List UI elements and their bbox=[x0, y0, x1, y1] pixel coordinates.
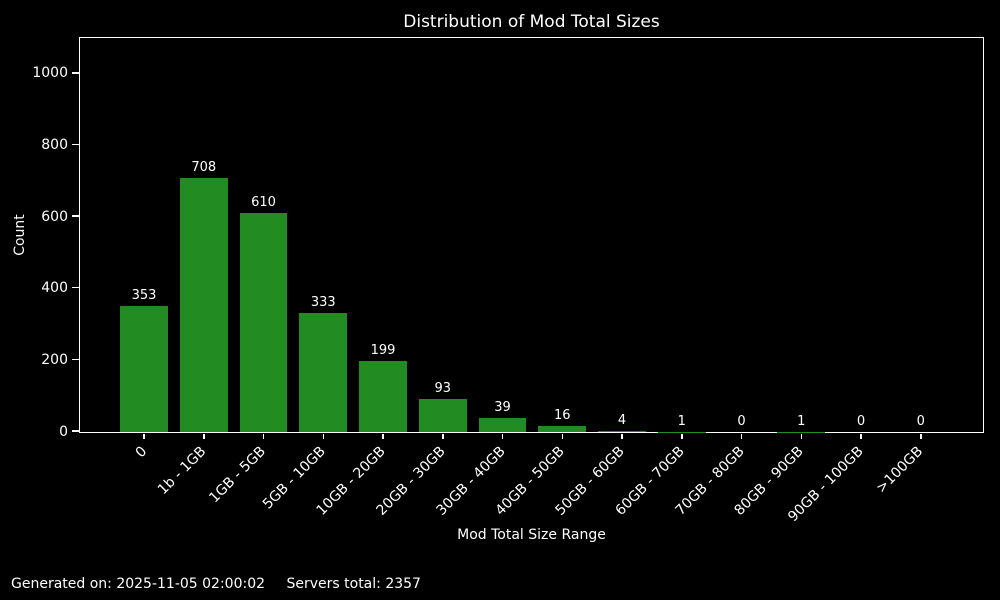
y-tick-label: 1000 bbox=[32, 65, 68, 82]
bar-value-label: 0 bbox=[916, 414, 925, 429]
footer-generated-timestamp: Generated on: 2025-11-05 02:00:02 bbox=[11, 576, 266, 592]
x-tick-label: 1b - 1GB bbox=[155, 443, 210, 499]
bar bbox=[299, 312, 348, 432]
x-tick bbox=[501, 433, 504, 439]
x-tick bbox=[740, 433, 743, 439]
y-tick bbox=[71, 143, 79, 146]
bar-value-label: 1 bbox=[677, 413, 686, 429]
x-tick bbox=[860, 433, 862, 439]
x-tick-label: 1GB - 5GB bbox=[206, 443, 270, 507]
bar bbox=[478, 418, 527, 432]
y-tick bbox=[71, 430, 79, 432]
y-tick bbox=[71, 215, 79, 217]
y-tick bbox=[71, 72, 79, 74]
y-tick-label: 200 bbox=[41, 351, 68, 368]
bar bbox=[598, 430, 646, 432]
chart-title: Distribution of Mod Total Sizes bbox=[403, 12, 660, 32]
x-tick bbox=[262, 433, 265, 439]
bar-value-label: 708 bbox=[191, 160, 217, 176]
x-tick bbox=[143, 433, 145, 439]
footer: Generated on: 2025-11-05 02:00:02 Server… bbox=[11, 576, 421, 592]
bar bbox=[538, 426, 587, 432]
x-tick bbox=[681, 433, 683, 439]
bar bbox=[359, 360, 407, 432]
y-tick-label: 400 bbox=[41, 280, 68, 297]
x-axis-label: Mod Total Size Range bbox=[457, 527, 606, 543]
x-tick bbox=[561, 433, 563, 439]
bar bbox=[418, 398, 467, 432]
footer-servers-total: Servers total: 2357 bbox=[286, 576, 421, 592]
x-tick bbox=[203, 433, 205, 439]
bar bbox=[120, 305, 168, 432]
y-tick-label: 800 bbox=[41, 136, 68, 153]
y-tick-labels: 0 200 400 600 800 1000 bbox=[0, 39, 68, 439]
x-tick-label: >100GB bbox=[873, 443, 927, 497]
x-tick-label: 0 bbox=[132, 443, 150, 462]
bar-value-label: 93 bbox=[434, 380, 452, 396]
x-tick bbox=[800, 433, 802, 439]
y-tick-label: 600 bbox=[41, 208, 68, 225]
bar-value-label: 39 bbox=[494, 400, 511, 416]
y-tick-label: 0 bbox=[59, 423, 68, 440]
y-tick bbox=[71, 358, 79, 361]
bar-value-label: 0 bbox=[737, 414, 746, 429]
bar-value-label: 199 bbox=[370, 342, 396, 358]
x-tick bbox=[322, 433, 324, 439]
bar bbox=[179, 178, 228, 432]
bar-value-label: 0 bbox=[856, 414, 866, 429]
x-tick bbox=[382, 433, 384, 439]
bar-value-label: 610 bbox=[251, 195, 276, 211]
bar-value-label: 16 bbox=[553, 408, 571, 424]
x-tick bbox=[920, 433, 922, 439]
y-tick bbox=[71, 286, 79, 289]
bar-value-label: 4 bbox=[617, 412, 627, 428]
bar bbox=[239, 213, 288, 432]
x-tick bbox=[442, 433, 444, 439]
x-tick bbox=[621, 433, 623, 439]
plot-area: 353 708 610 333 199 93 39 16 4 1 0 1 0 0 bbox=[71, 37, 984, 439]
bar-value-label: 353 bbox=[131, 287, 157, 303]
bar-value-label: 1 bbox=[797, 413, 806, 429]
bar-value-label: 333 bbox=[310, 294, 336, 310]
